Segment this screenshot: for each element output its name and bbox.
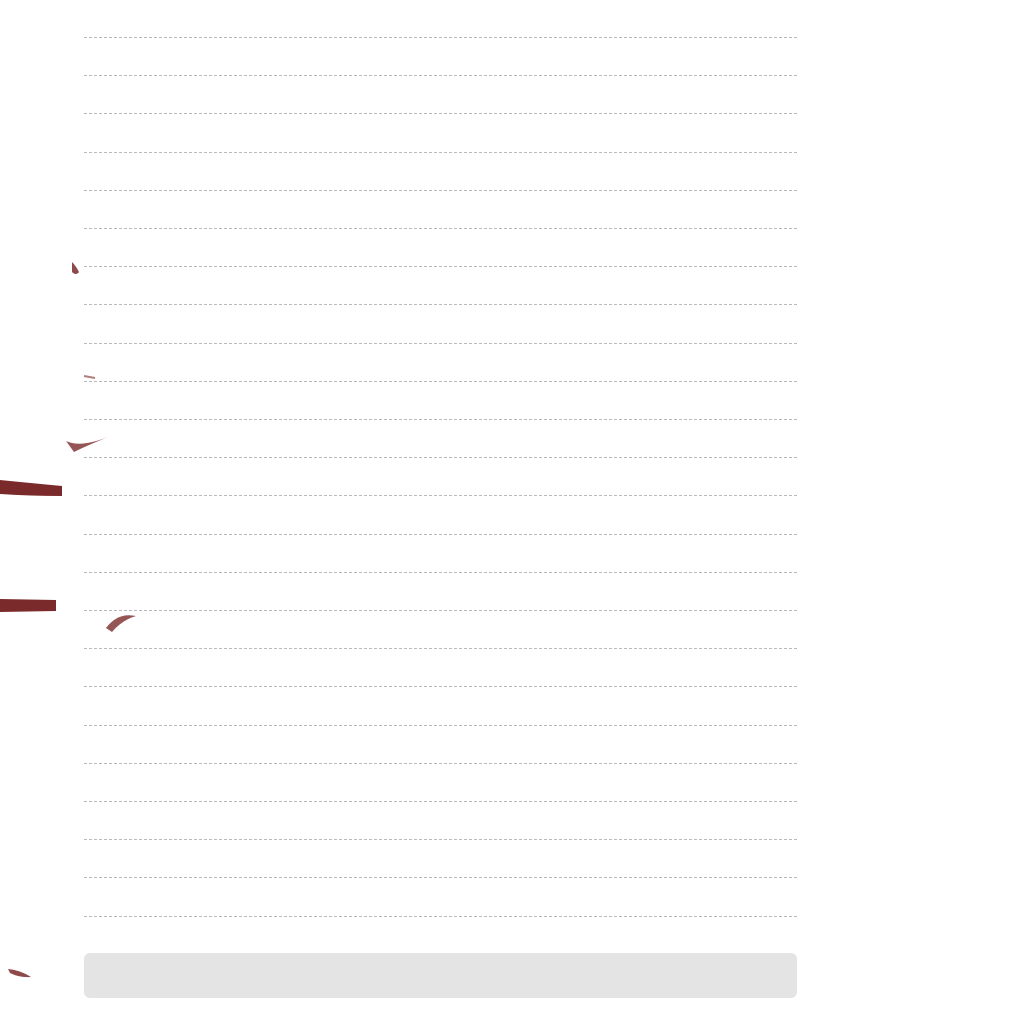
ruled-line bbox=[84, 877, 797, 879]
ruled-line bbox=[84, 113, 797, 115]
ruled-line bbox=[84, 380, 797, 382]
ruled-line bbox=[84, 75, 797, 77]
ruled-line bbox=[84, 801, 797, 802]
ruled-line bbox=[84, 189, 797, 191]
ink-stroke bbox=[0, 480, 62, 496]
ruled-line bbox=[84, 457, 797, 459]
ruled-line bbox=[84, 495, 797, 497]
ruled-line bbox=[84, 266, 797, 268]
ruled-line bbox=[84, 839, 797, 841]
ruled-line bbox=[84, 686, 797, 688]
ruled-line bbox=[84, 762, 797, 764]
text-input-bar[interactable] bbox=[84, 953, 797, 998]
ink-stroke bbox=[72, 262, 79, 274]
ruled-line bbox=[84, 571, 797, 573]
ink-stroke bbox=[8, 969, 31, 978]
ruled-line bbox=[84, 228, 797, 229]
ruled-line bbox=[84, 724, 797, 726]
ruled-line bbox=[84, 915, 797, 917]
ruled-line bbox=[84, 533, 797, 535]
ink-stroke bbox=[0, 599, 56, 612]
ruled-line bbox=[84, 342, 797, 344]
lined-writing-area[interactable] bbox=[84, 0, 797, 930]
ruled-line bbox=[84, 304, 797, 306]
ruled-line bbox=[84, 610, 797, 611]
ruled-line bbox=[84, 151, 797, 153]
ruled-line bbox=[84, 419, 797, 420]
ruled-line bbox=[84, 37, 797, 38]
ruled-line bbox=[84, 648, 797, 650]
